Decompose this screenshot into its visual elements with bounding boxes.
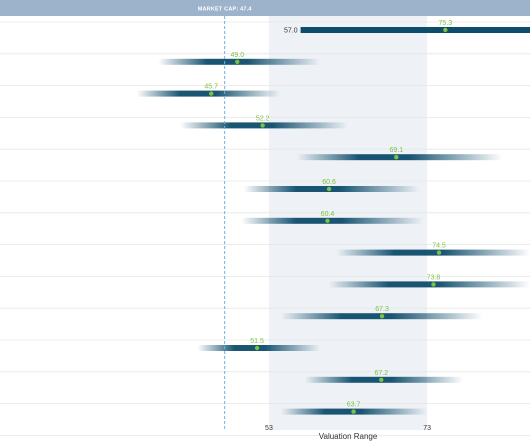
range-row: 60.4 (241, 211, 424, 224)
range-bar (243, 186, 420, 192)
range-row: 67.2 (304, 370, 463, 383)
range-bar (296, 154, 503, 161)
value-label: 60.4 (321, 211, 335, 218)
value-point (260, 123, 265, 128)
range-bars: 75.3 57.0 49.0 45.7 52.2 69.1 60.6 60.4 74.5 73.8… (136, 20, 530, 415)
x-axis-ticks: 53 73 (265, 425, 431, 432)
x-tick-label: 53 (265, 425, 273, 432)
value-label: 63.7 (347, 402, 361, 409)
range-row: 45.7 (136, 84, 281, 97)
value-label: 52.2 (256, 115, 270, 122)
value-label: 49.0 (231, 52, 245, 59)
range-row: 63.7 (280, 402, 428, 415)
value-point (443, 27, 448, 33)
value-point (325, 218, 330, 223)
value-label: 74.5 (432, 243, 446, 250)
range-bar (300, 27, 530, 33)
value-label: 60.6 (322, 179, 336, 186)
range-row: 74.5 (336, 243, 530, 256)
x-tick-label: 73 (423, 425, 431, 432)
value-point (379, 377, 384, 382)
value-label: 73.8 (427, 274, 441, 281)
range-row: 69.1 (296, 147, 503, 161)
value-point (431, 282, 436, 287)
range-row: 51.5 (197, 338, 321, 351)
value-point (326, 186, 332, 192)
value-point (394, 155, 399, 160)
range-bar (336, 249, 530, 256)
range-bar (328, 281, 530, 288)
row-gridlines (0, 21, 530, 436)
range-row: 52.2 (180, 115, 349, 129)
value-label: 45.7 (204, 84, 218, 91)
range-row: 60.6 (243, 179, 420, 192)
range-row: 73.8 (328, 274, 530, 288)
value-label: 75.3 (439, 20, 453, 27)
range-row: 49.0 (158, 52, 321, 65)
range-row: 67.3 (280, 306, 483, 320)
range-bar (136, 90, 281, 97)
x-axis-label: Valuation Range (319, 432, 378, 441)
range-bar (241, 217, 424, 224)
value-point (436, 250, 442, 255)
value-point (351, 409, 356, 414)
range-bar (304, 376, 463, 383)
value-label: 67.3 (375, 306, 389, 313)
value-point (254, 345, 260, 351)
value-label: 69.1 (390, 147, 404, 154)
value-label: 51.5 (250, 338, 264, 345)
chart-header-band (0, 0, 530, 16)
low-value-label: 57.0 (284, 28, 298, 35)
value-label: 67.2 (374, 370, 388, 377)
value-point (235, 59, 240, 64)
value-point (379, 314, 385, 319)
value-point (209, 91, 214, 96)
market-cap-label: MARKET CAP: 47.4 (198, 7, 253, 13)
range-row: 75.3 57.0 (284, 20, 530, 35)
